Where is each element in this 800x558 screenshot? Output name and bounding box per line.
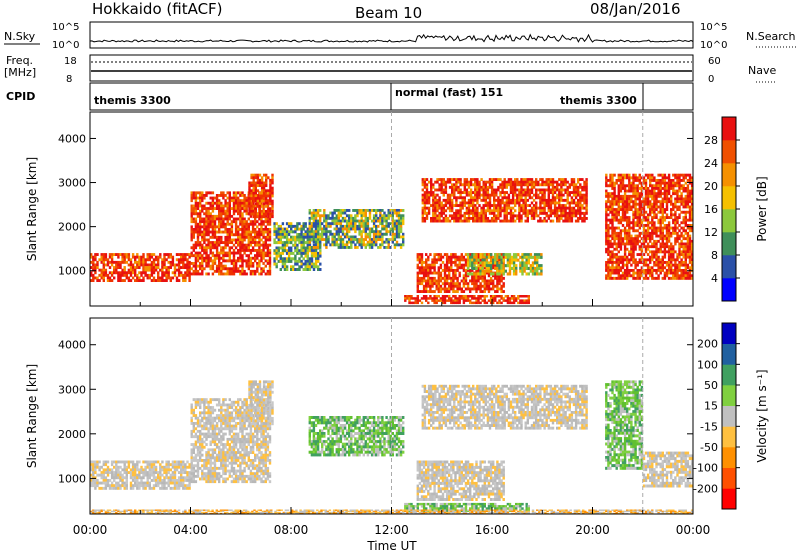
velocity-colorbar-cell [722, 406, 736, 427]
nsky-label: N.Sky [4, 30, 36, 43]
power-ylabel: Slant Range [km] [25, 157, 39, 261]
x-tick-label: 00:00 [73, 523, 108, 537]
x-tick-label: 04:00 [173, 523, 208, 537]
x-axis-label: Time UT [366, 539, 417, 553]
power-region-5 [422, 178, 588, 222]
velocity-region-0 [90, 461, 191, 490]
nsky-tick-low: 10^0 [52, 40, 79, 51]
power-colorbar-label: 12 [704, 226, 718, 239]
velocity-ytick-label: 1000 [58, 472, 86, 485]
velocity-region-7 [605, 380, 643, 469]
freq-panel [90, 55, 693, 81]
power-colorbar-label: 28 [704, 134, 718, 147]
velocity-panel: 1000 2000 3000 4000 Slant Range [km] 200 100 50… [25, 318, 769, 514]
power-region-8 [404, 295, 530, 304]
x-tick-label: 12:00 [374, 523, 409, 537]
velocity-colorbar-cell [722, 426, 736, 447]
velocity-colorbar-cell [722, 344, 736, 365]
cpid-segment-2: normal (fast) 151 [395, 86, 503, 99]
velocity-ylabel: Slant Range [km] [25, 364, 39, 468]
velocity-colorbar-label: 15 [704, 400, 718, 413]
power-colorbar-cell [722, 140, 736, 163]
velocity-ytick-label: 3000 [58, 383, 86, 396]
nsearch-tick-low: 10^0 [700, 40, 727, 51]
power-ytick-label: 4000 [58, 132, 86, 145]
velocity-region-5 [417, 461, 505, 502]
date-title: 08/Jan/2016 [590, 0, 681, 18]
velocity-region-3 [309, 416, 405, 456]
velocity-region-8 [643, 452, 694, 488]
velocity-colorbar-cell [722, 364, 736, 385]
nsearch-label: N.Search [746, 30, 796, 43]
power-colorbar-cell [722, 209, 736, 232]
power-colorbar-label: 8 [711, 249, 718, 262]
freq-label-2: [MHz] [4, 66, 36, 79]
freq-tick-high: 18 [64, 56, 77, 67]
power-panel: 1000 2000 3000 4000 Slant Range [km] 28 24 20 16… [25, 112, 769, 306]
x-tick-label: 08:00 [274, 523, 309, 537]
nsky-trace [90, 35, 693, 44]
power-ytick-label: 3000 [58, 177, 86, 190]
power-region-9 [605, 174, 693, 280]
velocity-colorbar-label: -15 [700, 420, 718, 433]
cpid-segment-1: themis 3300 [94, 94, 171, 107]
velocity-region-4 [422, 385, 588, 430]
velocity-colorbar-cell [722, 468, 736, 489]
x-axis: 00:00 04:00 08:00 12:00 16:00 20:00 00:00 [73, 523, 711, 537]
velocity-colorbar-cell [722, 488, 736, 509]
nave-tick-low: 0 [708, 74, 714, 85]
power-colorbar-label: 20 [704, 180, 718, 193]
freq-tick-low: 8 [66, 74, 72, 85]
power-colorbar-cell [722, 186, 736, 209]
x-tick-label: 20:00 [575, 523, 610, 537]
velocity-ytick-label: 2000 [58, 428, 86, 441]
velocity-colorbar-label: -50 [700, 441, 718, 454]
nsky-tick-high: 10^5 [52, 22, 79, 33]
velocity-colorbar-label: 50 [704, 379, 718, 392]
cpid-label: CPID [6, 90, 35, 103]
velocity-colorbar-cell [722, 385, 736, 406]
power-colorbar-cell [722, 163, 736, 186]
station-title: Hokkaido (fitACF) [92, 0, 223, 18]
power-region-0 [90, 253, 191, 282]
power-ytick-label: 1000 [58, 265, 86, 278]
power-colorbar-label: 4 [711, 272, 718, 285]
x-tick-label: 00:00 [676, 523, 711, 537]
beam-title: Beam 10 [355, 4, 422, 22]
power-colorbar-cell [722, 255, 736, 278]
x-tick-label: 16:00 [475, 523, 510, 537]
power-colorbar-label: 24 [704, 157, 718, 170]
nsky-panel [90, 22, 693, 48]
velocity-colorbar-cell [722, 447, 736, 468]
nsearch-tick-high: 10^5 [700, 22, 727, 33]
power-colorbar-label: 16 [704, 203, 718, 216]
velocity-colorbar-label: 100 [697, 358, 718, 371]
nave-label: Nave [748, 64, 776, 77]
nave-tick-high: 60 [708, 56, 721, 67]
power-colorbar-cell [722, 278, 736, 301]
velocity-colorbar-label: 200 [697, 338, 718, 351]
power-ytick-label: 2000 [58, 221, 86, 234]
power-colorbar-cell [722, 117, 736, 140]
power-colorbar-title: Power [dB] [755, 176, 769, 241]
power-region-4 [309, 209, 405, 249]
velocity-colorbar-title: Velocity [m s⁻¹] [755, 369, 769, 462]
cpid-segment-3: themis 3300 [560, 94, 637, 107]
velocity-ytick-label: 4000 [58, 339, 86, 352]
velocity-colorbar-cell [722, 323, 736, 344]
velocity-colorbar-label: -100 [693, 462, 718, 475]
velocity-colorbar-label: -200 [693, 482, 718, 495]
power-colorbar-cell [722, 232, 736, 255]
